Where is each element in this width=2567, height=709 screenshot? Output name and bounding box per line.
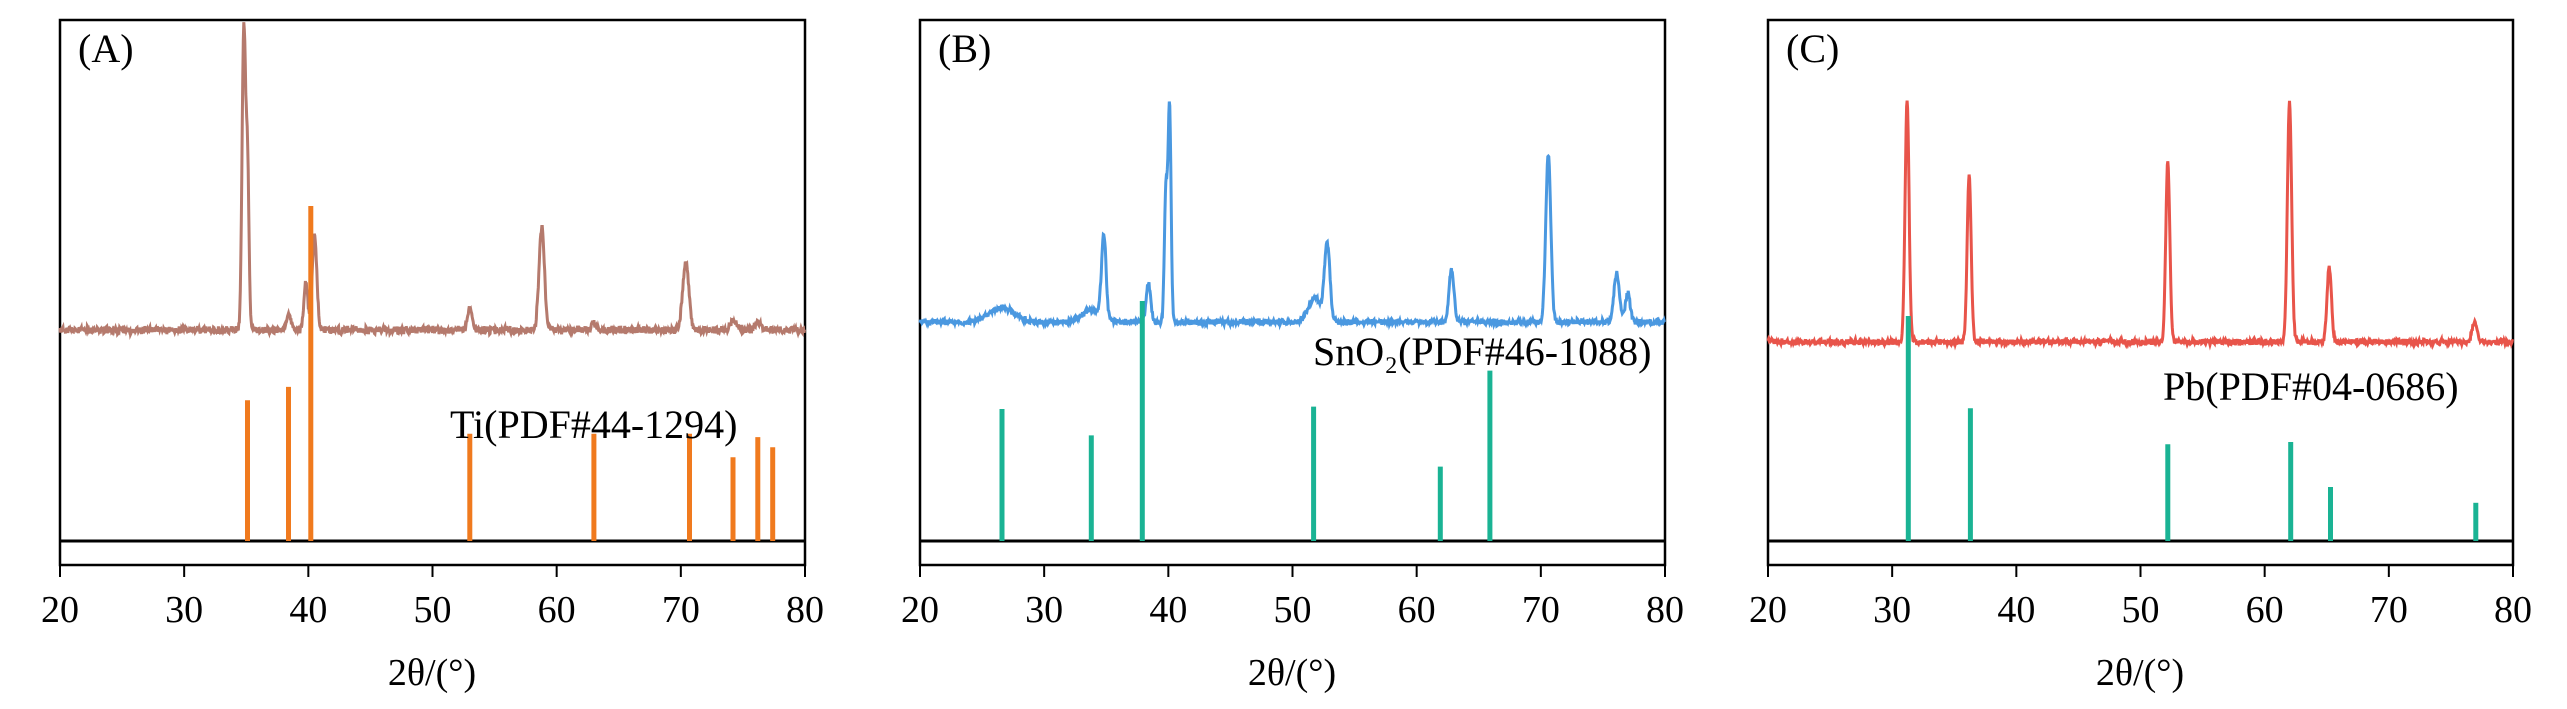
panel-b-reference-lines [999, 301, 1493, 541]
panel-c-x-tick-label-30: 30 [1873, 589, 1911, 631]
panel-c-reference-label: Pb(PDF#04-0686) [2163, 364, 2459, 409]
panel-a-x-tick-label-20: 20 [41, 589, 79, 631]
panel-b-x-tick-label-70: 70 [1522, 589, 1560, 631]
panel-c: 20 30 40 50 60 70 80 (C) Pb(PDF#04-0686) 2θ/(°… [1749, 18, 2532, 694]
panel-a-x-ticks: 20 30 40 50 60 70 80 [41, 565, 824, 631]
panel-b-x-tick-label-30: 30 [1025, 589, 1063, 631]
panel-b-reference-label: SnO₂(PDF#46-1088) [1313, 329, 1651, 374]
panel-c-x-tick-label-50: 50 [2122, 589, 2160, 631]
panel-a-reference-lines [245, 206, 776, 541]
panel-c-x-axis-title: 2θ/(°) [2096, 652, 2184, 694]
panel-a: 20 30 40 50 60 70 80 (A) Ti(PDF#44-1294) 2θ/(°… [41, 18, 824, 694]
panel-a-frame [58, 18, 807, 567]
panel-c-x-tick-label-20: 20 [1749, 589, 1787, 631]
panel-c-reference-lines [1905, 316, 2479, 541]
panel-a-x-axis-title: 2θ/(°) [388, 652, 476, 694]
panel-b-x-tick-label-40: 40 [1149, 589, 1187, 631]
panel-b-label: (B) [938, 26, 991, 71]
panel-a-x-tick-label-30: 30 [165, 589, 203, 631]
panel-c-x-tick-label-70: 70 [2370, 589, 2408, 631]
panel-b-x-tick-label-60: 60 [1398, 589, 1436, 631]
panel-a-reference-label: Ti(PDF#44-1294) [450, 402, 737, 447]
panel-a-label: (A) [78, 26, 134, 71]
panel-b-x-axis-title: 2θ/(°) [1248, 652, 1336, 694]
panel-a-x-tick-label-40: 40 [289, 589, 327, 631]
panel-a-x-tick-label-80: 80 [786, 589, 824, 631]
panel-c-label: (C) [1786, 26, 1839, 71]
panel-b-x-ticks: 20 30 40 50 60 70 80 [901, 565, 1684, 631]
panel-c-x-tick-label-40: 40 [1997, 589, 2035, 631]
panel-a-x-tick-label-60: 60 [538, 589, 576, 631]
panel-b: 20 30 40 50 60 70 80 (B) SnO₂(PDF#46-1088) 2θ/… [901, 18, 1684, 694]
panel-b-x-tick-label-50: 50 [1274, 589, 1312, 631]
panel-c-x-tick-label-60: 60 [2246, 589, 2284, 631]
panel-a-x-tick-label-70: 70 [662, 589, 700, 631]
panel-b-x-tick-label-20: 20 [901, 589, 939, 631]
panel-a-xrd-pattern [58, 22, 806, 340]
panel-c-x-ticks: 20 30 40 50 60 70 80 [1749, 565, 2532, 631]
panel-c-xrd-pattern [1766, 100, 2514, 351]
panel-c-x-tick-label-80: 80 [2494, 589, 2532, 631]
panel-b-x-tick-label-80: 80 [1646, 589, 1684, 631]
panel-a-x-tick-label-50: 50 [414, 589, 452, 631]
panel-c-frame [1766, 18, 2515, 567]
panel-b-xrd-pattern [918, 101, 1666, 331]
